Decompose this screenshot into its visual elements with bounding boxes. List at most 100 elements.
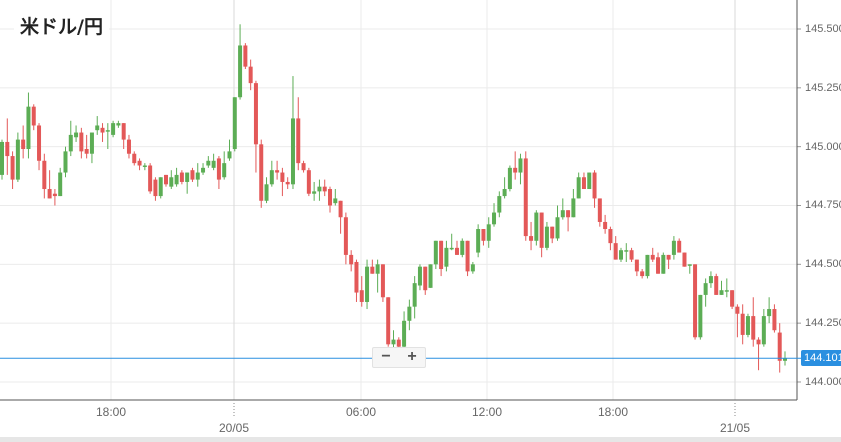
candle (767, 297, 772, 324)
candle (158, 177, 163, 199)
candle-body (618, 250, 623, 260)
candle-body (634, 259, 639, 272)
candle-body (523, 158, 528, 237)
candle-body (550, 226, 555, 239)
candle (10, 151, 15, 190)
candle-body (396, 339, 401, 347)
candle (301, 160, 306, 173)
candle (587, 172, 592, 190)
candle (735, 304, 740, 338)
candle-body (63, 151, 68, 173)
candle (751, 297, 756, 347)
candle-body (248, 66, 253, 84)
candle-body (264, 184, 269, 201)
candle (343, 212, 348, 265)
y-tick-label: 145.000 (805, 141, 841, 153)
candle (26, 92, 31, 159)
candle (513, 151, 518, 180)
candle-body (285, 181, 290, 185)
candle-body (280, 172, 285, 182)
candle-body (497, 196, 502, 213)
candle-body (407, 306, 412, 321)
candle-body (454, 247, 459, 255)
candle (433, 240, 438, 270)
candle (164, 174, 169, 187)
candle (724, 278, 729, 298)
candle (428, 264, 433, 288)
candle (370, 259, 375, 274)
candle-body (439, 240, 444, 270)
candle (756, 337, 761, 371)
candle (745, 313, 750, 338)
candle (777, 323, 782, 373)
candle (290, 76, 295, 190)
candle-body (68, 134, 73, 152)
candle (714, 273, 719, 295)
candle-body (444, 247, 449, 267)
candle-body (386, 297, 391, 345)
candle-body (751, 316, 756, 340)
candle (476, 224, 481, 258)
candles (0, 24, 787, 373)
candle (121, 123, 126, 150)
candle-body (164, 174, 169, 185)
candle (333, 189, 338, 206)
zoom-out-button[interactable]: − (381, 348, 391, 365)
candle-body (47, 189, 52, 199)
candle-body (216, 158, 221, 180)
x-tick-label: 20/05 (218, 421, 250, 435)
candle (460, 238, 465, 258)
x-tick-label: 18:00 (597, 405, 629, 419)
candle-body (460, 240, 465, 255)
x-tick-label: 21/05 (719, 421, 751, 435)
candle (618, 247, 623, 262)
candle (365, 259, 370, 310)
candle (740, 304, 745, 345)
candle (650, 247, 655, 262)
candle (682, 252, 687, 267)
candle (354, 259, 359, 302)
candle (439, 240, 444, 277)
candle-body (253, 83, 258, 145)
candle-body (507, 167, 512, 190)
candle-body (714, 276, 719, 295)
zoom-in-button[interactable]: + (407, 348, 417, 365)
candle-body (772, 309, 777, 331)
candle (95, 116, 100, 135)
candle-body (492, 212, 497, 225)
candle (597, 198, 602, 227)
candle (375, 259, 380, 293)
candle (338, 200, 343, 234)
bottom-scrollbar[interactable] (0, 437, 841, 442)
candle (238, 24, 243, 100)
candle-body (555, 217, 560, 239)
candle-body (306, 170, 311, 194)
candle-body (169, 177, 174, 187)
candle (195, 163, 200, 187)
candle (534, 210, 539, 246)
candle-body (423, 266, 428, 291)
candle (470, 261, 475, 274)
y-tick-label: 145.500 (805, 23, 841, 35)
candle-body (671, 240, 676, 255)
candle-body (592, 172, 597, 199)
candle (37, 123, 42, 171)
candle (232, 97, 237, 152)
candle-body (608, 229, 613, 244)
candle-body (730, 290, 735, 307)
candle-body (365, 266, 370, 302)
candle (671, 236, 676, 260)
candle (216, 156, 221, 190)
candle (31, 104, 36, 131)
candle (666, 254, 671, 270)
candle (529, 221, 534, 251)
candle-body (428, 264, 433, 288)
candle (349, 250, 354, 272)
current-price-label: 144.101 (801, 350, 841, 366)
chart-title: 米ドル/円 (14, 8, 109, 43)
candle-body (5, 141, 10, 157)
candle (5, 118, 10, 175)
candle (132, 151, 137, 166)
candle (449, 233, 454, 251)
